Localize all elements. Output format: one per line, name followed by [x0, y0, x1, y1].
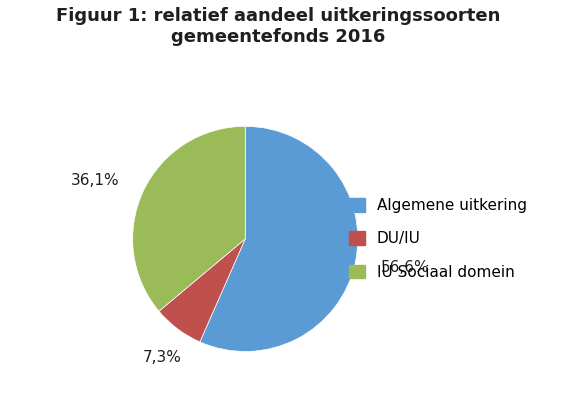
Wedge shape	[133, 126, 245, 311]
Wedge shape	[200, 126, 358, 352]
Title: Figuur 1: relatief aandeel uitkeringssoorten
gemeentefonds 2016: Figuur 1: relatief aandeel uitkeringssoo…	[56, 7, 501, 46]
Text: 56,6%: 56,6%	[381, 260, 430, 275]
Text: 36,1%: 36,1%	[70, 173, 119, 188]
Text: 7,3%: 7,3%	[143, 350, 181, 365]
Wedge shape	[159, 239, 245, 342]
Legend: Algemene uitkering, DU/IU, IU Sociaal domein: Algemene uitkering, DU/IU, IU Sociaal do…	[343, 192, 533, 286]
